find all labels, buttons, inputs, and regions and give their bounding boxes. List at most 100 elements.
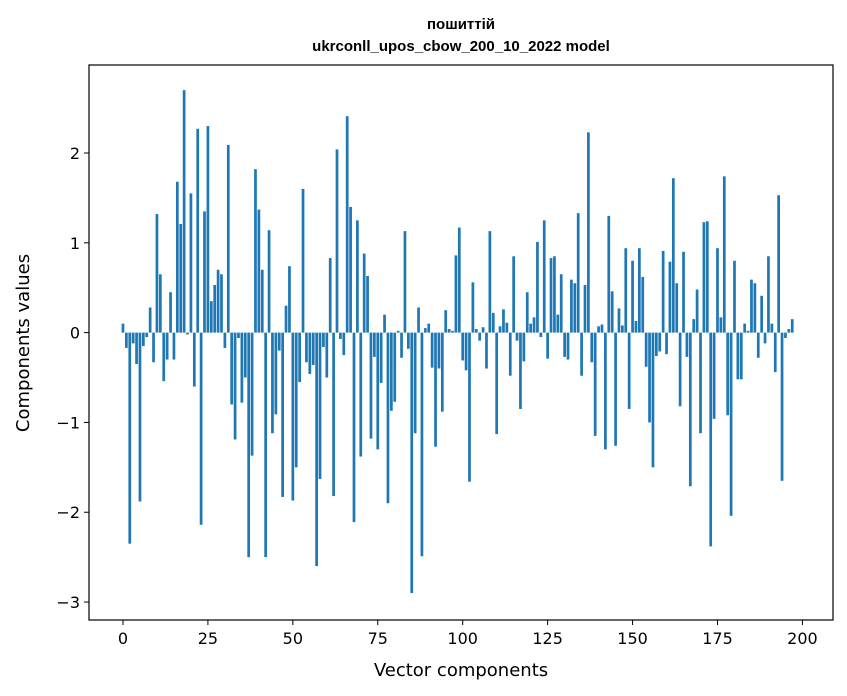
bar-188 [760, 295, 764, 333]
bar-137 [587, 132, 590, 333]
bar-164 [678, 332, 682, 407]
bar-48 [284, 305, 288, 333]
bar-67 [349, 206, 352, 333]
bar-182 [739, 332, 743, 380]
bar-9 [152, 332, 155, 363]
y-tick-label: 2 [70, 144, 80, 163]
bar-178 [726, 332, 730, 416]
bar-111 [498, 326, 502, 333]
x-tick-label: 150 [617, 629, 648, 648]
y-tick-label: 1 [70, 234, 80, 253]
bar-152 [638, 248, 641, 333]
bar-156 [651, 332, 655, 468]
bar-78 [386, 332, 390, 504]
bar-116 [515, 332, 519, 341]
bar-68 [352, 332, 356, 523]
bar-27 [213, 285, 217, 333]
bar-136 [583, 285, 587, 333]
bar-160 [665, 332, 668, 355]
bar-105 [478, 332, 482, 341]
bar-129 [559, 274, 563, 333]
bar-60 [325, 332, 329, 378]
bar-194 [780, 332, 784, 481]
bar-7 [145, 332, 149, 338]
bar-88 [420, 332, 424, 557]
bar-66 [345, 116, 349, 333]
y-tick-label: −2 [56, 503, 80, 522]
bar-118 [522, 332, 526, 362]
bar-19 [186, 332, 189, 335]
bar-75 [376, 332, 380, 450]
bar-92 [434, 332, 437, 447]
bar-187 [756, 332, 760, 358]
bar-195 [784, 332, 787, 339]
bar-183 [743, 323, 747, 333]
x-tick-label: 75 [368, 629, 388, 648]
bar-43 [267, 230, 271, 333]
bar-76 [379, 332, 383, 383]
bar-4 [135, 332, 138, 365]
bar-119 [525, 292, 529, 333]
bar-112 [502, 309, 505, 333]
bar-167 [688, 332, 692, 487]
bar-157 [654, 332, 658, 356]
bar-24 [203, 211, 206, 333]
bar-153 [641, 276, 645, 333]
bar-62 [332, 332, 335, 497]
bar-133 [573, 283, 577, 333]
bar-170 [699, 332, 702, 434]
bar-175 [716, 248, 719, 333]
bar-124 [542, 220, 546, 333]
bar-189 [763, 332, 767, 344]
bar-143 [607, 215, 611, 333]
bar-140 [597, 326, 600, 333]
bar-100 [461, 332, 465, 361]
bar-173 [709, 332, 713, 547]
x-tick-label: 0 [118, 629, 128, 648]
x-tick-label: 175 [702, 629, 733, 648]
bar-115 [512, 256, 516, 333]
x-tick-label: 200 [787, 629, 818, 648]
bar-103 [471, 282, 475, 333]
x-axis-label: Vector components [374, 660, 548, 681]
bar-30 [223, 332, 227, 348]
bar-50 [291, 332, 295, 501]
bar-102 [468, 332, 471, 482]
bar-147 [621, 325, 624, 333]
bar-26 [209, 301, 213, 333]
bar-141 [600, 324, 604, 333]
bar-40 [257, 209, 261, 333]
bar-97 [451, 330, 454, 333]
bar-36 [243, 332, 247, 378]
bar-22 [196, 128, 200, 333]
bar-135 [580, 332, 583, 376]
bar-65 [342, 332, 346, 356]
bar-15 [172, 332, 176, 360]
bar-154 [644, 332, 648, 367]
bar-12 [162, 332, 166, 382]
bar-197 [790, 319, 794, 333]
bar-38 [250, 332, 254, 456]
bar-144 [610, 291, 614, 333]
bar-179 [729, 332, 733, 516]
bar-107 [485, 332, 488, 369]
bar-58 [318, 332, 322, 479]
bar-57 [315, 332, 318, 567]
bar-90 [427, 323, 431, 333]
bar-158 [658, 332, 662, 352]
bar-82 [400, 332, 403, 358]
bar-13 [165, 332, 169, 360]
bar-37 [247, 332, 251, 558]
bar-87 [417, 307, 420, 333]
bar-110 [495, 332, 499, 435]
bar-39 [254, 169, 257, 333]
bar-73 [369, 332, 373, 439]
bar-51 [294, 332, 298, 468]
bar-130 [563, 332, 566, 357]
y-tick-label: −1 [56, 413, 80, 432]
bar-148 [624, 248, 628, 333]
x-tick-label: 50 [283, 629, 303, 648]
bar-98 [454, 255, 458, 333]
bar-5 [138, 332, 142, 502]
bar-181 [736, 332, 740, 380]
